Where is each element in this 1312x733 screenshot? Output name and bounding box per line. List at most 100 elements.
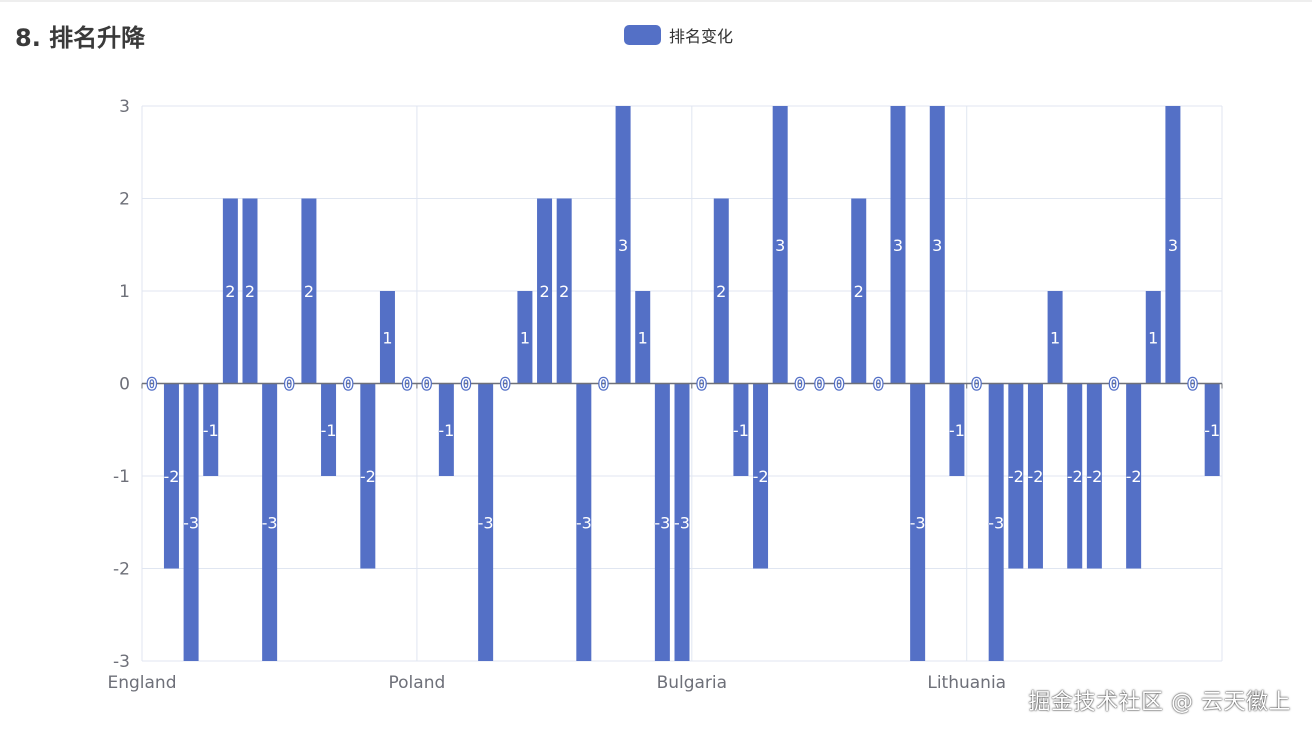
bar [733,383,749,476]
y-tick-label: 1 [119,282,130,302]
bar [438,383,454,476]
data-label: -1 [321,421,337,440]
data-label: 0 [795,375,805,394]
bar [1126,383,1142,569]
bar [262,383,278,661]
y-tick-label: -2 [113,560,130,580]
bar [1067,383,1083,569]
y-tick-label: 2 [119,190,130,210]
watermark: 掘金技术社区 @ 云天徽上 [1028,690,1291,715]
data-label: -3 [478,513,494,532]
bar [321,383,337,476]
bar [360,383,376,569]
chart-legend[interactable]: 排名变化 [624,23,733,47]
data-label: 0 [873,375,883,394]
data-label: -3 [988,513,1004,532]
data-label: 0 [461,375,471,394]
data-label: -1 [203,421,219,440]
data-label: 1 [382,328,392,347]
bar [929,106,945,384]
data-label: -3 [576,513,592,532]
bar [163,383,179,569]
y-tick-label: 3 [119,97,130,117]
data-label: 1 [1148,328,1158,347]
bar [988,383,1004,661]
data-label: 2 [559,282,569,301]
data-label: 2 [539,282,549,301]
data-label: 1 [1050,328,1060,347]
data-label: 0 [500,375,510,394]
data-label: -2 [1067,467,1083,486]
bar [222,198,238,384]
data-label: 1 [638,328,648,347]
data-label: 2 [716,282,726,301]
data-label: 0 [834,375,844,394]
bar [949,383,965,476]
data-label: 0 [697,375,707,394]
bar [1165,106,1181,384]
legend-swatch [624,25,661,45]
data-label: -2 [1086,467,1102,486]
data-label: 0 [402,375,412,394]
bar [517,291,533,384]
y-tick-label: -1 [113,467,130,487]
bar [615,106,631,384]
data-label: 0 [343,375,353,394]
data-label: 0 [598,375,608,394]
x-tick-label: England [107,673,176,693]
bar [753,383,769,569]
y-tick-label: -3 [113,652,130,672]
data-label: 3 [932,236,942,255]
data-label: 3 [618,236,628,255]
data-label: -1 [733,421,749,440]
legend-label: 排名变化 [669,27,734,46]
bar [1027,383,1043,569]
bar [890,106,906,384]
x-tick-label: Bulgaria [657,673,728,693]
data-label: 2 [245,282,255,301]
data-label: -2 [1027,467,1043,486]
data-label: 2 [225,282,235,301]
data-label: 0 [971,375,981,394]
data-label: -3 [654,513,670,532]
data-label: 2 [304,282,314,301]
data-label: 0 [147,375,157,394]
page-title: 8. 排名升降 [15,24,146,52]
bar [203,383,219,476]
bar [379,291,395,384]
data-label: 3 [893,236,903,255]
bar [674,383,690,661]
data-label: -2 [753,467,769,486]
data-label: -1 [438,421,454,440]
bar [183,383,199,661]
bar [851,198,867,384]
bar [576,383,592,661]
bar [478,383,494,661]
data-label: -3 [262,513,278,532]
data-label: -2 [360,467,376,486]
bar [654,383,670,661]
bar [910,383,926,661]
data-label: -2 [163,467,179,486]
data-label: -1 [1204,421,1220,440]
data-label: -2 [1008,467,1024,486]
data-label: 0 [284,375,294,394]
data-label: -3 [674,513,690,532]
bar [537,198,553,384]
data-label: 2 [854,282,864,301]
data-label: 0 [1187,375,1197,394]
x-tick-label: Lithuania [927,673,1006,693]
data-label: 0 [814,375,824,394]
y-tick-label: 0 [119,375,130,395]
data-label: 3 [775,236,785,255]
bar [1047,291,1063,384]
bar [1086,383,1102,569]
data-label: -3 [910,513,926,532]
bar [1204,383,1220,476]
bar [242,198,258,384]
bar [1145,291,1161,384]
data-label: -3 [183,513,199,532]
data-label: 3 [1168,236,1178,255]
bar [556,198,572,384]
